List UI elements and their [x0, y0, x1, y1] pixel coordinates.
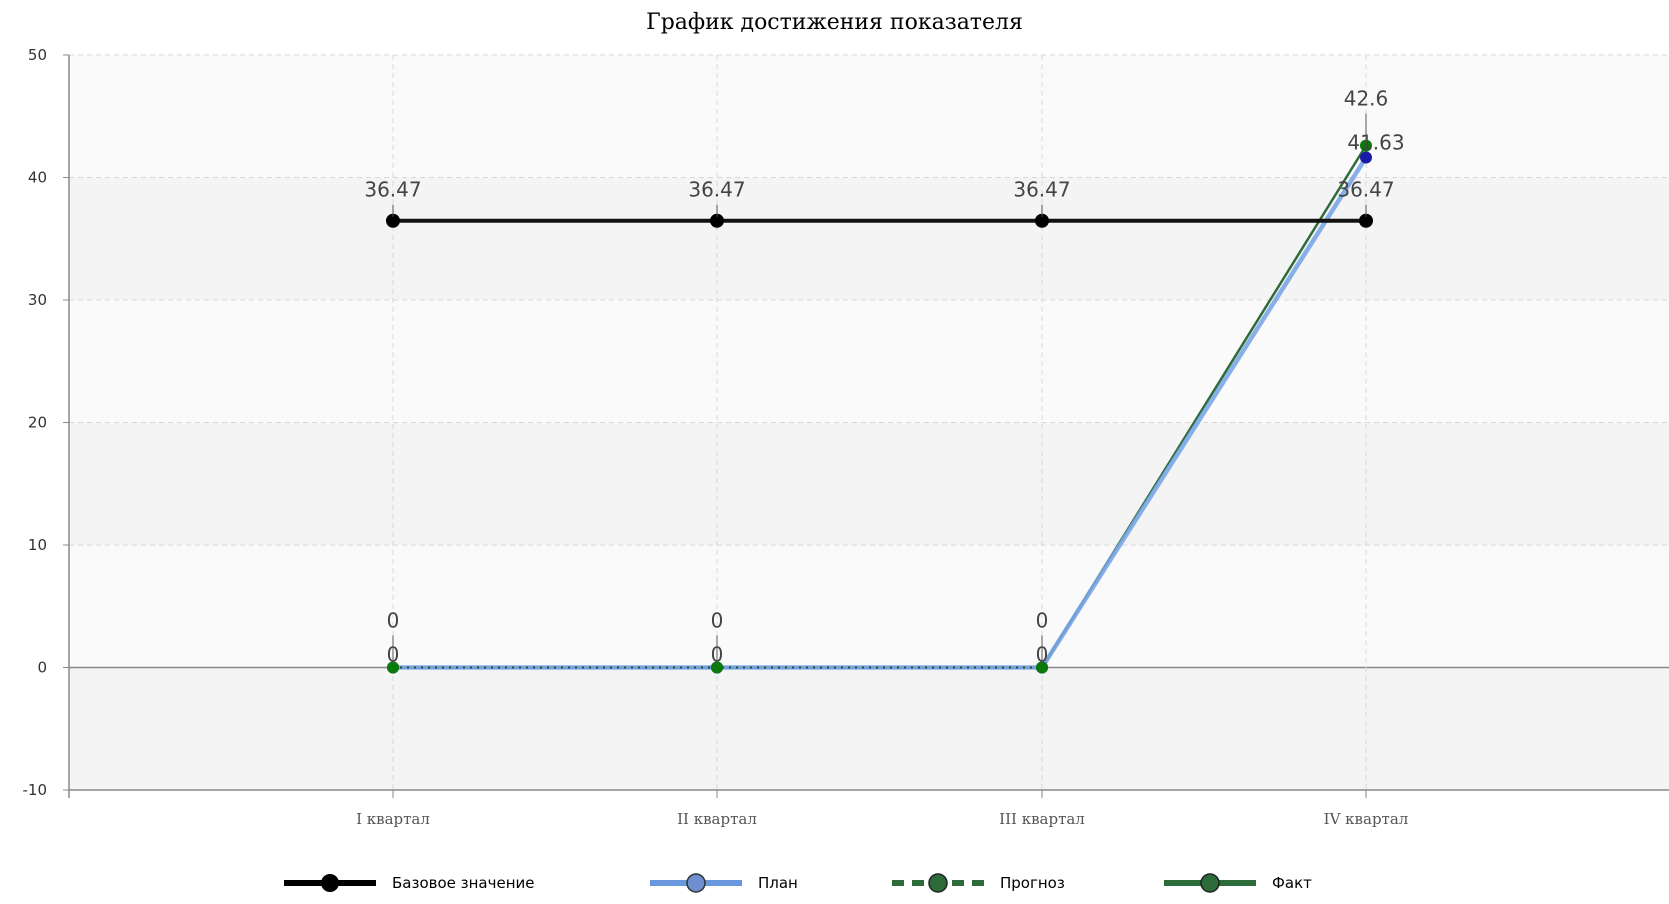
plot-area: 50 40 30 20 10 0 -10 I квартал II квартал III ква…: [23, 46, 1669, 828]
legend-label-forecast: Прогноз: [1000, 874, 1065, 892]
legend-swatch-fact: [1164, 873, 1256, 893]
data-label-plan: 41.63: [1347, 131, 1404, 155]
y-tick-label: 50: [28, 46, 47, 64]
legend-label-fact: Факт: [1272, 874, 1312, 892]
data-label-fact: 0: [387, 609, 400, 633]
legend-item-base[interactable]: Базовое значение: [282, 868, 535, 898]
y-tick-label: 10: [28, 536, 47, 554]
data-label-base: 36.47: [364, 178, 421, 202]
x-tick-label: III квартал: [999, 810, 1085, 828]
data-label-fact: 0: [711, 609, 724, 633]
marker-fact[interactable]: [387, 661, 399, 674]
plot-band: [69, 667, 1669, 790]
legend-item-forecast[interactable]: Прогноз: [890, 868, 1065, 898]
plot-band: [69, 177, 1669, 300]
plot-band: [69, 545, 1669, 668]
chart-title: График достижения показателя: [646, 10, 1023, 35]
legend-swatch-forecast: [892, 873, 984, 893]
data-label-fact: 42.6: [1344, 87, 1389, 111]
plot-band: [69, 55, 1669, 178]
y-tick-label: 20: [28, 414, 47, 432]
marker-base[interactable]: [386, 213, 400, 228]
marker-fact[interactable]: [1036, 661, 1048, 674]
legend-label-plan: План: [758, 874, 798, 892]
data-label-base: 36.47: [1013, 178, 1070, 202]
legend-item-plan[interactable]: План: [648, 868, 798, 898]
plot-band: [69, 300, 1669, 423]
marker-fact[interactable]: [711, 661, 723, 674]
marker-plan[interactable]: [1360, 151, 1372, 164]
y-tick-label: 0: [37, 659, 47, 677]
legend-swatch-plan: [650, 873, 742, 893]
x-tick-label: I квартал: [356, 810, 430, 828]
data-label-base: 36.47: [688, 178, 745, 202]
x-tick-label: IV квартал: [1324, 810, 1409, 828]
legend: Базовое значение План Прогноз Факт: [0, 868, 1669, 898]
marker-base[interactable]: [710, 213, 724, 228]
marker-fact[interactable]: [1360, 139, 1372, 152]
y-tick-label: 30: [28, 291, 47, 309]
plot-band: [69, 422, 1669, 545]
legend-swatch-base: [284, 874, 376, 892]
marker-base[interactable]: [1359, 213, 1373, 228]
x-tick-label: II квартал: [677, 810, 757, 828]
y-tick-label: -10: [23, 781, 48, 799]
y-tick-label: 40: [28, 169, 47, 187]
legend-label-base: Базовое значение: [392, 874, 535, 892]
data-label-base: 36.47: [1337, 178, 1394, 202]
legend-item-fact[interactable]: Факт: [1162, 868, 1312, 898]
marker-base[interactable]: [1035, 213, 1049, 228]
data-label-fact: 0: [1036, 609, 1049, 633]
